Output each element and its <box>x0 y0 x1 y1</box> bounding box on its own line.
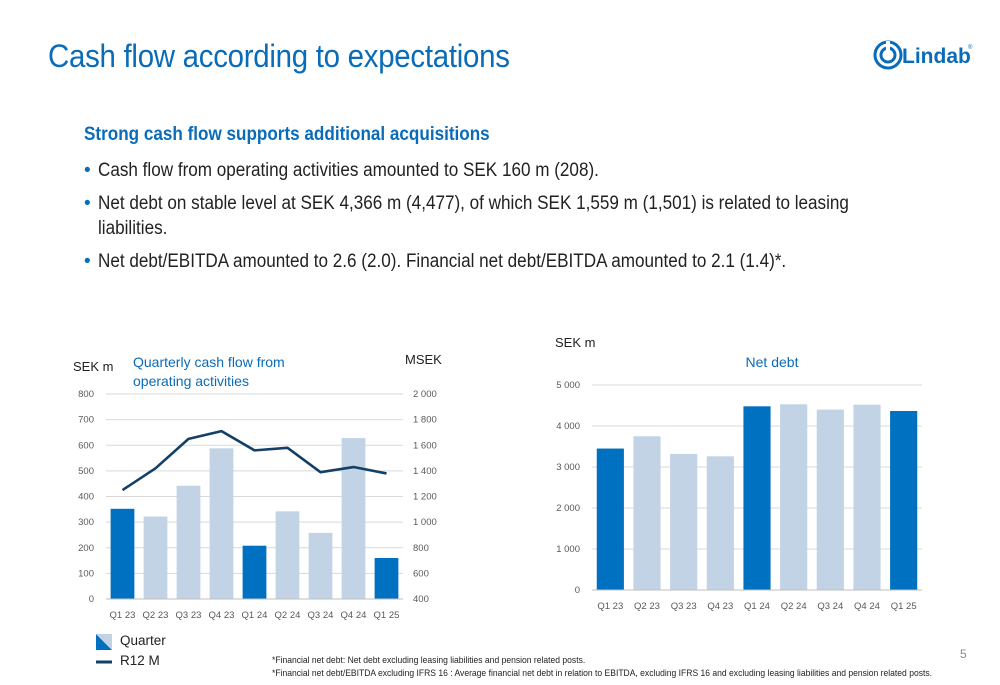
net-debt-bar <box>743 406 771 590</box>
cash-flow-chart: 0 100 200 300 400 500 600 700 800 400 600 800 1 000 1… <box>73 352 442 621</box>
y2-tick-label: 1 600 <box>413 440 437 451</box>
cash-flow-bar <box>374 558 399 599</box>
y-tick-label: 700 <box>78 415 94 426</box>
cash-flow-bar <box>176 485 201 599</box>
y2-tick-label: 2 000 <box>413 389 437 400</box>
y-tick-label: 200 <box>78 543 94 554</box>
page-title: Cash flow according to expectations <box>48 38 510 74</box>
y2-tick-label: 1 200 <box>413 492 437 503</box>
x-tick-label: Q1 24 <box>242 610 268 621</box>
y-axis-title: SEK m <box>555 335 595 350</box>
y-tick-label: 400 <box>78 492 94 503</box>
bullet-list: Cash flow from operating activities amou… <box>84 158 904 282</box>
y-tick-label: 300 <box>78 517 94 528</box>
y-tick-label: 4 000 <box>556 421 580 432</box>
x-tick-label: Q2 23 <box>634 601 660 612</box>
x-tick-label: Q2 24 <box>781 601 807 612</box>
cash-flow-bar <box>308 532 333 599</box>
x-tick-label: Q2 23 <box>143 610 169 621</box>
bullet-item: Cash flow from operating activities amou… <box>84 158 904 183</box>
section-subheading: Strong cash flow supports additional acq… <box>84 124 490 145</box>
x-tick-label: Q3 23 <box>176 610 202 621</box>
x-tick-label: Q1 25 <box>891 601 917 612</box>
y-tick-label: 1 000 <box>556 544 580 555</box>
y-tick-label: 3 000 <box>556 462 580 473</box>
footnote-1: *Financial net debt: Net debt excluding … <box>272 655 586 666</box>
cash-flow-bar <box>341 438 366 599</box>
x-tick-label: Q4 23 <box>707 601 733 612</box>
x-tick-label: Q2 24 <box>275 610 301 621</box>
y2-tick-label: 400 <box>413 594 429 605</box>
net-debt-bar <box>670 453 698 590</box>
x-tick-label: Q3 24 <box>817 601 843 612</box>
y-tick-label: 500 <box>78 466 94 477</box>
x-tick-label: Q1 23 <box>597 601 623 612</box>
bullet-item: Net debt on stable level at SEK 4,366 m … <box>84 191 904 241</box>
y2-tick-label: 1 000 <box>413 517 437 528</box>
x-tick-label: Q1 23 <box>110 610 136 621</box>
legend-label-r12m: R12 M <box>120 653 160 668</box>
chart-title: Quarterly cash flow from <box>133 354 285 370</box>
legend-swatch-quarter <box>96 634 112 650</box>
bullet-item: Net debt/EBITDA amounted to 2.6 (2.0). F… <box>84 249 904 274</box>
y-tick-label: 800 <box>78 389 94 400</box>
chart-title: Net debt <box>746 354 799 370</box>
legend-swatch-r12m <box>96 660 112 664</box>
x-tick-label: Q1 25 <box>374 610 400 621</box>
y-tick-label: 0 <box>89 594 94 605</box>
svg-text:®: ® <box>968 44 973 51</box>
net-debt-bar <box>596 448 624 590</box>
y2-tick-label: 1 800 <box>413 415 437 426</box>
cash-flow-bar <box>242 545 267 599</box>
r12m-series-line <box>121 429 387 492</box>
cash-flow-bar <box>110 508 135 599</box>
y-tick-label: 5 000 <box>556 380 580 391</box>
bullet-text: Net debt/EBITDA amounted to 2.6 (2.0). F… <box>98 251 787 272</box>
x-tick-label: Q3 23 <box>671 601 697 612</box>
bullet-text: Cash flow from operating activities amou… <box>98 160 599 181</box>
x-tick-label: Q4 24 <box>341 610 367 621</box>
y2-axis-title: MSEK <box>405 352 442 367</box>
chart-title-continued: operating activities <box>133 373 249 389</box>
x-tick-label: Q4 23 <box>209 610 235 621</box>
net-debt-bar <box>853 404 881 590</box>
footnote-2: *Financial net debt/EBITDA excluding IFR… <box>272 668 933 679</box>
bullet-text: Net debt on stable level at SEK 4,366 m … <box>98 193 849 239</box>
x-tick-label: Q4 24 <box>854 601 880 612</box>
cash-flow-bar <box>143 516 168 599</box>
page-number: 5 <box>960 647 967 661</box>
y2-tick-label: 800 <box>413 543 429 554</box>
net-debt-bar <box>780 404 808 590</box>
net-debt-bar <box>633 436 661 590</box>
lindab-logo: Lindab ® <box>870 35 974 75</box>
cash-flow-bar <box>275 511 300 599</box>
y2-tick-label: 1 400 <box>413 466 437 477</box>
logo-wordmark: Lindab <box>902 45 971 68</box>
net-debt-bar <box>706 456 734 590</box>
net-debt-bar <box>816 409 844 590</box>
y-tick-label: 0 <box>575 585 580 596</box>
y-tick-label: 600 <box>78 440 94 451</box>
cash-flow-bar <box>209 448 234 599</box>
net-debt-bar <box>890 410 918 590</box>
y-tick-label: 2 000 <box>556 503 580 514</box>
y-axis-title: SEK m <box>73 359 113 374</box>
y2-tick-label: 600 <box>413 568 429 579</box>
x-tick-label: Q3 24 <box>308 610 334 621</box>
x-tick-label: Q1 24 <box>744 601 770 612</box>
legend-label-quarter: Quarter <box>120 633 166 648</box>
y-tick-label: 100 <box>78 568 94 579</box>
